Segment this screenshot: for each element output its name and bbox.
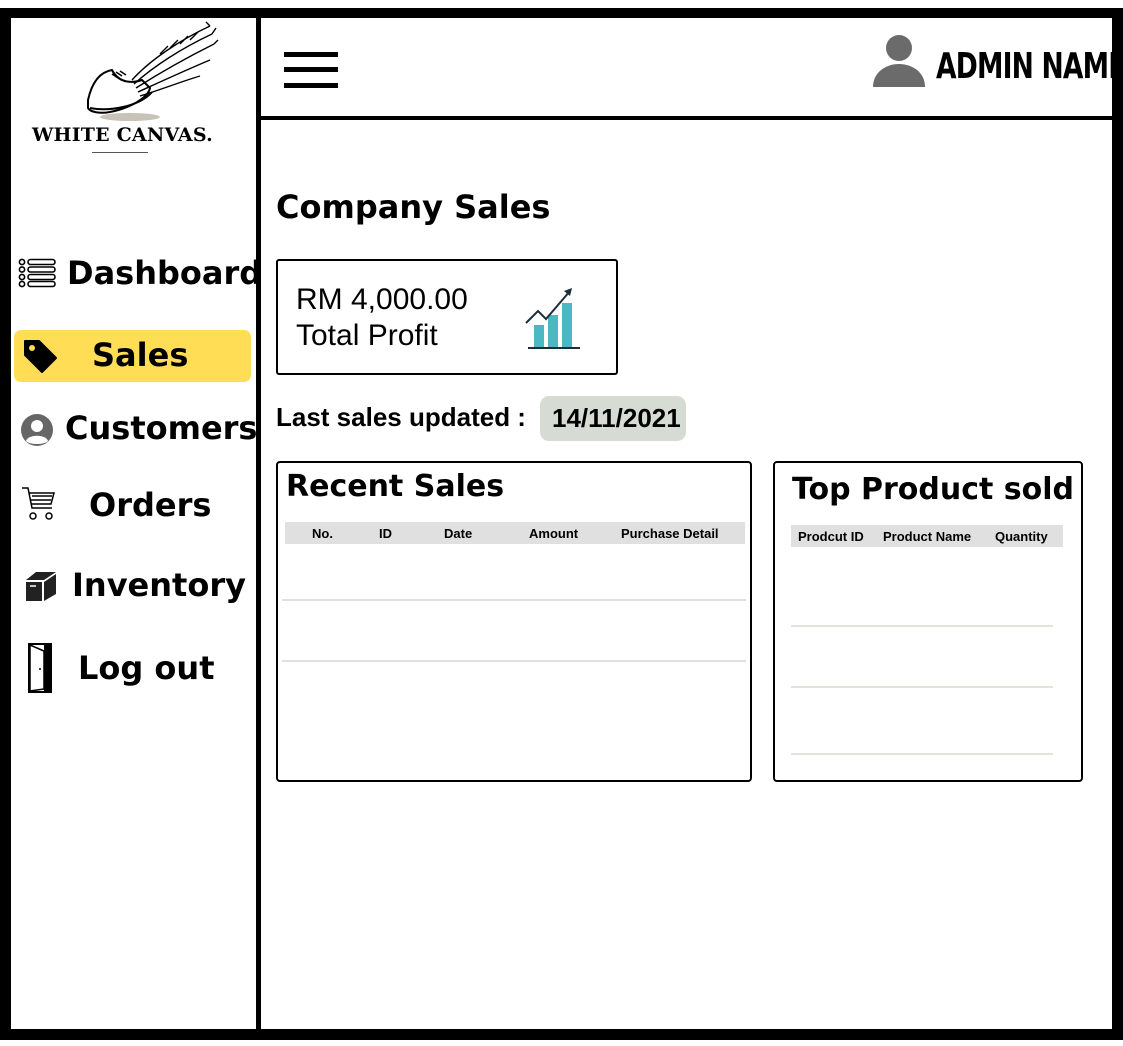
column-header[interactable]: Purchase Detail (621, 526, 719, 541)
column-header[interactable]: No. (312, 526, 333, 541)
hamburger-menu-button[interactable] (284, 52, 338, 90)
hamburger-bar (284, 52, 338, 57)
list-icon (18, 258, 56, 288)
top-products-table-header: Prodcut ID Product Name Quantity (791, 525, 1063, 547)
profit-value: RM 4,000.00 (296, 283, 468, 316)
user-circle-icon (20, 413, 54, 447)
page-title: Company Sales (276, 188, 551, 226)
hamburger-bar (284, 83, 338, 88)
column-header[interactable]: Prodcut ID (798, 529, 864, 544)
column-header[interactable]: Quantity (995, 529, 1048, 544)
sidebar-item-label: Customers (65, 409, 258, 447)
recent-sales-panel: Recent Sales No. ID Date Amount Purchase… (276, 461, 752, 782)
sidebar-item-label: Orders (89, 486, 212, 524)
table-row-divider (282, 599, 746, 601)
last-updated-date: 14/11/2021 (540, 396, 686, 441)
tag-icon (22, 338, 58, 374)
column-header[interactable]: ID (379, 526, 392, 541)
sidebar-item-sales[interactable]: Sales (18, 330, 248, 380)
table-row-divider (791, 625, 1053, 627)
recent-sales-title: Recent Sales (286, 469, 505, 504)
sidebar-item-dashboard[interactable]: Dashboard (18, 248, 262, 298)
brand-underline (92, 152, 148, 153)
column-header[interactable]: Product Name (883, 529, 972, 544)
header-divider (258, 116, 1118, 120)
last-updated-label: Last sales updated : (276, 402, 526, 432)
brand-logo (20, 20, 230, 160)
sidebar-divider (256, 8, 261, 1040)
sidebar-item-inventory[interactable]: Inventory (18, 560, 248, 610)
winged-shoe-icon (87, 21, 219, 121)
brand-name: WHITE CANVAS. (32, 124, 213, 146)
column-header[interactable]: Date (444, 526, 473, 541)
recent-sales-table-header: No. ID Date Amount Purchase Detail (285, 522, 745, 544)
table-row-divider (791, 686, 1053, 688)
profit-label: Total Profit (296, 319, 438, 352)
sidebar-item-customers[interactable]: Customers (18, 403, 257, 453)
sidebar-item-label: Dashboard (67, 254, 263, 292)
door-icon (28, 643, 54, 693)
cart-icon (20, 486, 58, 522)
hamburger-bar (284, 67, 338, 72)
growth-chart-icon (524, 285, 584, 351)
sidebar-item-label: Log out (78, 649, 215, 687)
sidebar-item-logout[interactable]: Log out (18, 643, 248, 693)
window-frame (0, 8, 1123, 1040)
top-products-title: Top Product sold (792, 472, 1075, 507)
total-profit-card: RM 4,000.00 Total Profit (276, 259, 618, 375)
table-row-divider (282, 660, 746, 662)
column-header[interactable]: Amount (529, 526, 579, 541)
top-products-panel: Top Product sold Prodcut ID Product Name… (773, 461, 1083, 782)
sidebar-item-label: Inventory (72, 566, 246, 604)
sidebar-item-label: Sales (92, 336, 189, 374)
sidebar-item-orders[interactable]: Orders (18, 480, 248, 530)
box-icon (24, 570, 58, 602)
table-row-divider (791, 753, 1053, 755)
admin-name[interactable]: ADMIN NAME (936, 46, 1123, 87)
user-icon[interactable] (872, 34, 926, 88)
